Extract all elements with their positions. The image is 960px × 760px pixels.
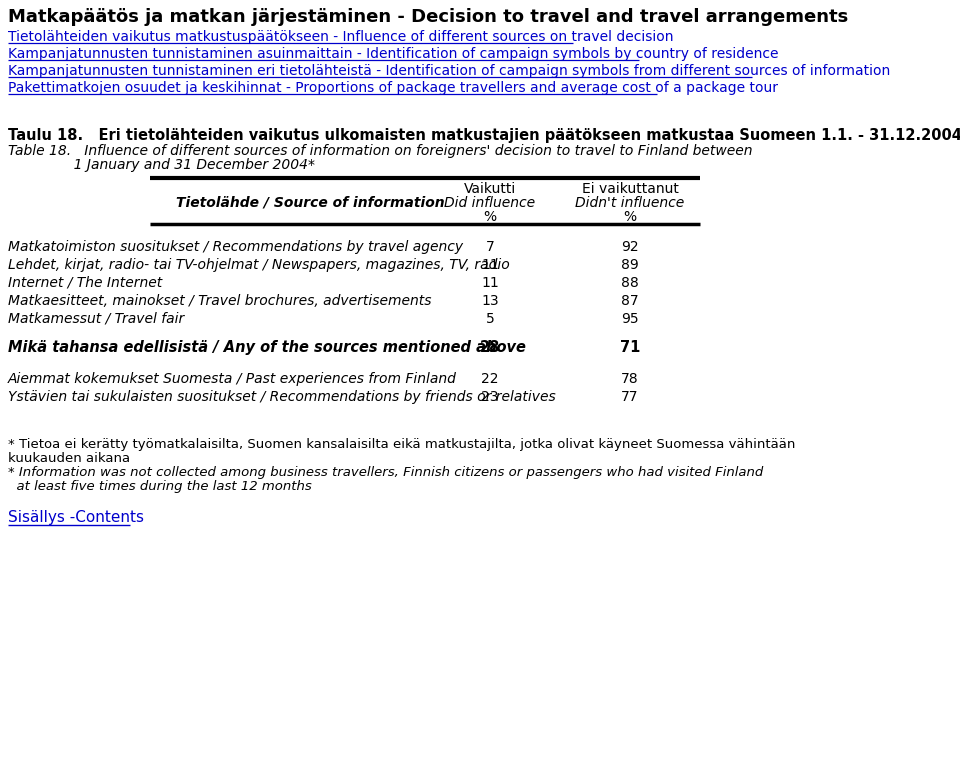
Text: Mikä tahansa edellisistä / Any of the sources mentioned above: Mikä tahansa edellisistä / Any of the so… — [8, 340, 526, 355]
Text: 71: 71 — [620, 340, 640, 355]
Text: 7: 7 — [486, 240, 494, 254]
Text: Ystävien tai sukulaisten suositukset / Recommendations by friends or relatives: Ystävien tai sukulaisten suositukset / R… — [8, 390, 556, 404]
Text: 5: 5 — [486, 312, 494, 326]
Text: 28: 28 — [480, 340, 500, 355]
Text: Kampanjatunnusten tunnistaminen asuinmaittain - Identification of campaign symbo: Kampanjatunnusten tunnistaminen asuinmai… — [8, 47, 779, 61]
Text: 1 January and 31 December 2004*: 1 January and 31 December 2004* — [8, 158, 315, 172]
Text: Table 18.   Influence of different sources of information on foreigners' decisio: Table 18. Influence of different sources… — [8, 144, 753, 158]
Text: Matkatoimiston suositukset / Recommendations by travel agency: Matkatoimiston suositukset / Recommendat… — [8, 240, 463, 254]
Text: 88: 88 — [621, 276, 638, 290]
Text: 11: 11 — [481, 258, 499, 272]
Text: * Information was not collected among business travellers, Finnish citizens or p: * Information was not collected among bu… — [8, 466, 763, 479]
Text: 22: 22 — [481, 372, 499, 386]
Text: Ei vaikuttanut: Ei vaikuttanut — [582, 182, 679, 196]
Text: Tietolähteiden vaikutus matkustuspäätökseen - Influence of different sources on : Tietolähteiden vaikutus matkustuspäätöks… — [8, 30, 674, 44]
Text: Sisällys -Contents: Sisällys -Contents — [8, 510, 144, 525]
Text: Kampanjatunnusten tunnistaminen eri tietolähteistä - Identification of campaign : Kampanjatunnusten tunnistaminen eri tiet… — [8, 64, 890, 78]
Text: Did influence: Did influence — [444, 196, 536, 210]
Text: Matkamessut / Travel fair: Matkamessut / Travel fair — [8, 312, 184, 326]
Text: Lehdet, kirjat, radio- tai TV-ohjelmat / Newspapers, magazines, TV, radio: Lehdet, kirjat, radio- tai TV-ohjelmat /… — [8, 258, 510, 272]
Text: 87: 87 — [621, 294, 638, 308]
Text: Internet / The Internet: Internet / The Internet — [8, 276, 162, 290]
Text: Tietolähde / Source of information: Tietolähde / Source of information — [176, 196, 444, 210]
Text: 78: 78 — [621, 372, 638, 386]
Text: %: % — [623, 210, 636, 224]
Text: 23: 23 — [481, 390, 499, 404]
Text: Aiemmat kokemukset Suomesta / Past experiences from Finland: Aiemmat kokemukset Suomesta / Past exper… — [8, 372, 457, 386]
Text: 77: 77 — [621, 390, 638, 404]
Text: 11: 11 — [481, 276, 499, 290]
Text: Vaikutti: Vaikutti — [464, 182, 516, 196]
Text: Pakettimatkojen osuudet ja keskihinnat - Proportions of package travellers and a: Pakettimatkojen osuudet ja keskihinnat -… — [8, 81, 778, 95]
Text: Matkaesitteet, mainokset / Travel brochures, advertisements: Matkaesitteet, mainokset / Travel brochu… — [8, 294, 431, 308]
Text: Didn't influence: Didn't influence — [575, 196, 684, 210]
Text: %: % — [484, 210, 496, 224]
Text: 95: 95 — [621, 312, 638, 326]
Text: Taulu 18.   Eri tietolähteiden vaikutus ulkomaisten matkustajien päätökseen matk: Taulu 18. Eri tietolähteiden vaikutus ul… — [8, 128, 960, 143]
Text: * Tietoa ei kerätty työmatkalaisilta, Suomen kansalaisilta eikä matkustajilta, j: * Tietoa ei kerätty työmatkalaisilta, Su… — [8, 438, 796, 451]
Text: at least five times during the last 12 months: at least five times during the last 12 m… — [8, 480, 312, 493]
Text: Matkapäätös ja matkan järjestäminen - Decision to travel and travel arrangements: Matkapäätös ja matkan järjestäminen - De… — [8, 8, 849, 26]
Text: 13: 13 — [481, 294, 499, 308]
Text: 89: 89 — [621, 258, 638, 272]
Text: kuukauden aikana: kuukauden aikana — [8, 452, 131, 465]
Text: 92: 92 — [621, 240, 638, 254]
